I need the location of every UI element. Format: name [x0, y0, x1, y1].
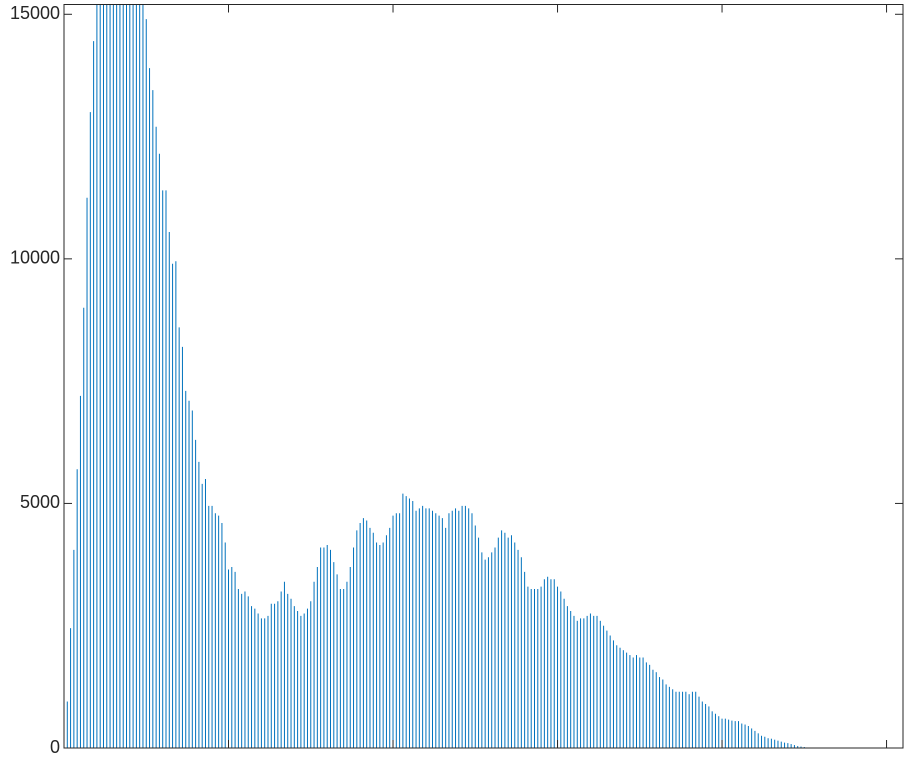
- axes-box: [63, 4, 904, 749]
- y-tick-label: 15000: [10, 3, 60, 23]
- y-tick-label: 5000: [20, 492, 60, 512]
- y-tick-label: 0: [50, 737, 60, 757]
- y-tick-label: 10000: [10, 248, 60, 268]
- stems: [66, 4, 809, 748]
